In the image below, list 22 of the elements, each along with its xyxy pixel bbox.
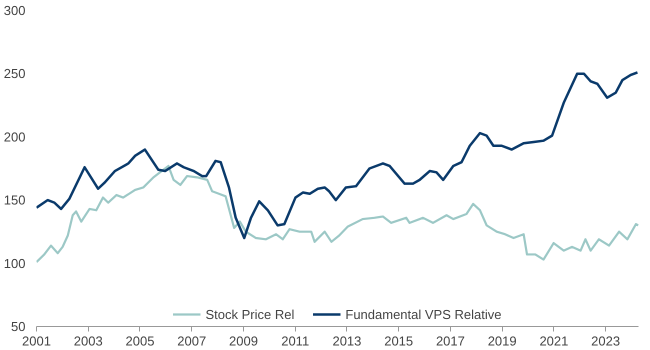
line-series	[36, 164, 638, 264]
x-tick-label: 2017	[436, 334, 465, 348]
x-tick-label: 2003	[74, 334, 103, 348]
x-tick-label: 2013	[332, 334, 362, 348]
legend-label: Fundamental VPS Relative	[345, 306, 502, 322]
legend-label: Stock Price Rel	[206, 306, 294, 322]
y-tick-label: 150	[4, 192, 26, 208]
x-tick-label: 2023	[591, 334, 620, 348]
y-tick-label: 100	[4, 256, 26, 271]
line-series	[36, 71, 638, 240]
y-tick-label: 250	[4, 66, 26, 82]
x-tick-label: 2009	[229, 334, 258, 348]
x-tick-label: 2019	[488, 334, 517, 348]
x-tick-label: 2007	[177, 334, 206, 348]
x-tick-label: 2011	[281, 334, 310, 348]
x-tick-label: 2001	[22, 334, 51, 348]
y-tick-label: 300	[4, 3, 26, 18]
x-tick-label: 2015	[384, 334, 414, 348]
y-tick-label: 50	[11, 319, 26, 334]
x-tick-label: 2005	[126, 334, 154, 348]
x-tick-label: 2021	[539, 334, 568, 348]
y-tick-label: 200	[4, 129, 26, 144]
